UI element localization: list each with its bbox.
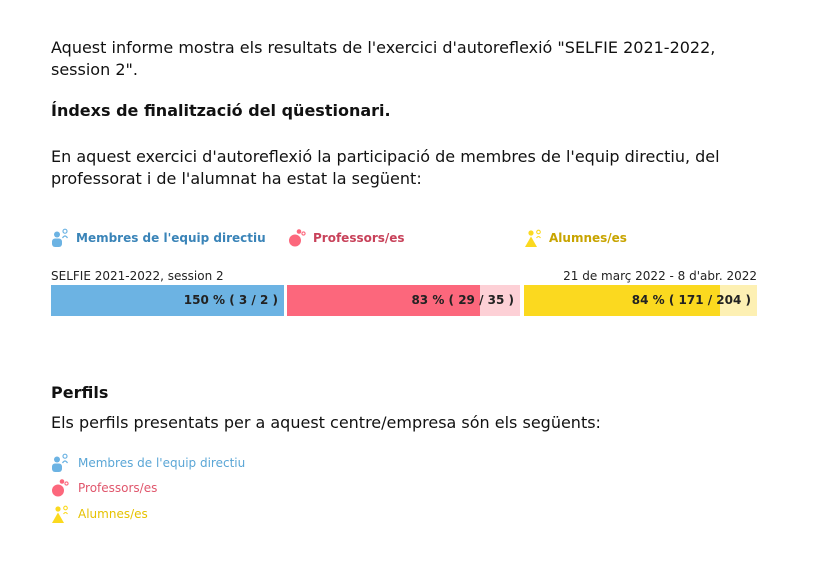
leaders-icon [52,453,69,472]
profile-item-teachers: Professors/es [51,476,245,502]
bar-teachers-label: 83 % ( 29 / 35 ) [411,293,514,307]
profiles-heading: Perfils [51,383,109,402]
legend-item-students: Alumnes/es [524,228,627,248]
bar-students: 84 % ( 171 / 204 ) [524,285,757,316]
legend-label-students: Alumnes/es [549,231,627,245]
profile-label-leaders: Membres de l'equip directiu [78,455,246,470]
profile-label-students: Alumnes/es [78,506,148,521]
leaders-icon [52,228,69,247]
completion-heading: Índexs de finalització del qüestionari. [51,101,391,120]
students-icon [525,229,541,247]
profiles-text: Els perfils presentats per a aquest cent… [51,413,601,432]
teachers-icon [289,229,306,247]
profile-label-teachers: Professors/es [78,481,158,496]
profiles-list: Membres de l'equip directiu Professors/e… [51,450,245,527]
bar-teachers: 83 % ( 29 / 35 ) [287,285,520,316]
session-name: SELFIE 2021-2022, session 2 [51,269,224,283]
participation-text: En aquest exercici d'autoreflexió la par… [51,147,720,188]
bar-teachers-fill [287,285,481,316]
profile-item-students: Alumnes/es [51,501,245,527]
profile-item-leaders: Membres de l'equip directiu [51,450,245,476]
legend-label-leaders: Membres de l'equip directiu [76,231,266,245]
bar-students-label: 84 % ( 171 / 204 ) [631,293,751,307]
intro-text: Aquest informe mostra els resultats de l… [51,38,716,79]
bar-leaders-label: 150 % ( 3 / 2 ) [183,293,278,307]
participation-bars: 150 % ( 3 / 2 ) 83 % ( 29 / 35 ) 84 % ( … [51,285,757,316]
legend-item-teachers: Professors/es [288,228,405,248]
bar-leaders-fill [51,285,284,316]
bar-students-fill [524,285,720,316]
date-range: 21 de març 2022 - 8 d'abr. 2022 [563,269,757,283]
students-icon [52,505,68,523]
legend-item-leaders: Membres de l'equip directiu [51,228,266,248]
bar-meta: SELFIE 2021-2022, session 2 21 de març 2… [51,269,757,285]
teachers-icon [52,479,69,497]
legend-label-teachers: Professors/es [313,231,405,245]
participation-legend: Membres de l'equip directiu Professors/e… [51,228,757,252]
bar-leaders: 150 % ( 3 / 2 ) [51,285,284,316]
